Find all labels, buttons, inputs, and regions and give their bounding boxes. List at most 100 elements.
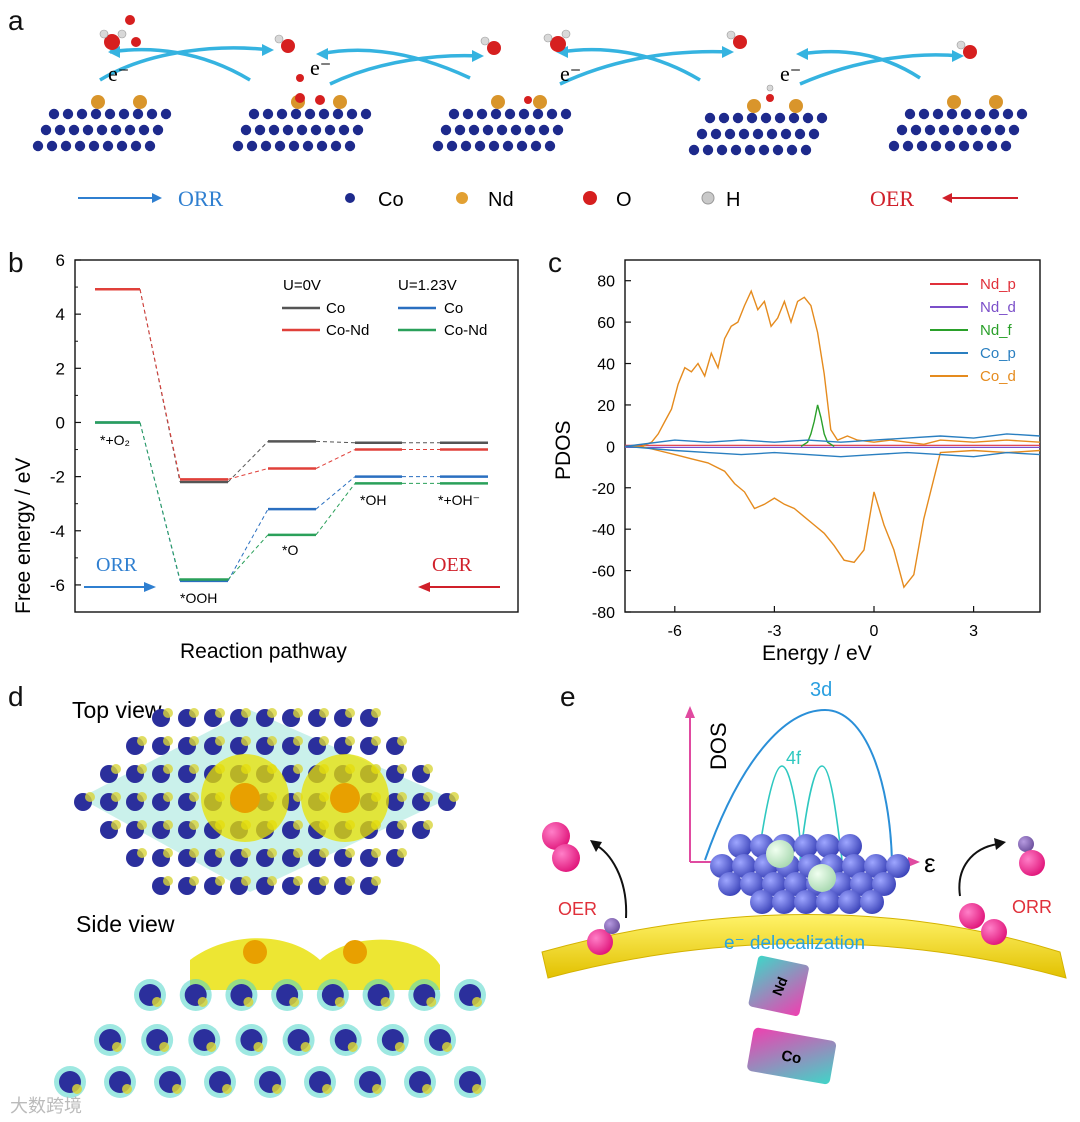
co-atom	[130, 140, 142, 152]
charge-lobe	[289, 997, 300, 1007]
co-atom	[432, 140, 444, 152]
nd-atom	[989, 95, 1003, 109]
co-atom	[918, 108, 930, 120]
co-atom	[746, 112, 758, 124]
co-atom	[60, 140, 72, 152]
co-atom	[62, 108, 74, 120]
o-legend-label: O	[616, 189, 632, 211]
charge-lobe	[159, 1042, 170, 1052]
charge-lobe	[189, 708, 199, 718]
nd-atom	[947, 95, 961, 109]
co-atom	[988, 108, 1000, 120]
nd-atom	[533, 95, 547, 109]
o-atom	[295, 93, 305, 103]
co-atom	[688, 144, 700, 156]
charge-lobe	[319, 736, 329, 746]
co-atom	[488, 140, 500, 152]
co-atom	[532, 108, 544, 120]
co-atom	[718, 872, 742, 896]
co-atom	[1002, 108, 1014, 120]
oer-oh-h-atom	[604, 918, 620, 934]
co-atom	[290, 108, 302, 120]
nd-atom-legend-icon	[456, 192, 468, 204]
charge-lobe	[197, 997, 208, 1007]
co-atom	[90, 108, 102, 120]
co-atom	[352, 124, 364, 136]
co-atom	[132, 108, 144, 120]
panel-a: a e⁻ e⁻ e⁻ e⁻ ORR Co Nd O H OER	[8, 5, 1028, 211]
charge-lobe	[345, 708, 355, 718]
charge-lobe	[137, 736, 147, 746]
co-atom	[1000, 140, 1012, 152]
co-atom	[710, 128, 722, 140]
co-atom	[324, 124, 336, 136]
oer-o-atom-1	[542, 822, 570, 850]
panel-e: e DOS ε 3d 4f e⁻ delocalization Nd Co OE…	[541, 679, 1067, 1085]
charge-lobe	[241, 736, 251, 746]
co-atom	[248, 108, 260, 120]
co-atom	[68, 124, 80, 136]
co-atom	[946, 108, 958, 120]
o-atom	[125, 15, 135, 25]
legend-label: Nd_p	[980, 276, 1016, 293]
co-atom	[88, 140, 100, 152]
panel-c: c 80 60 40 20 0 -20 -40 -60 -80 -6 -3 0 3 PDOS Energ…	[548, 247, 1041, 665]
h-atom	[543, 33, 553, 43]
co-atom	[960, 108, 972, 120]
reaction-arrowhead	[722, 46, 734, 58]
watermark: 大数跨境	[10, 1096, 82, 1116]
co-atom	[282, 124, 294, 136]
charge-lobe	[85, 792, 95, 802]
charge-lobe	[111, 792, 121, 802]
charge-lobe	[267, 736, 277, 746]
y-tick-label: 2	[56, 359, 65, 378]
connector-line	[139, 289, 181, 480]
co-atom	[530, 140, 542, 152]
nd-tile-label: Nd	[769, 975, 791, 998]
plot-frame	[624, 259, 1041, 613]
co-atom	[276, 108, 288, 120]
panel-a-slabs	[32, 74, 1028, 156]
orr-label: ORR	[1012, 897, 1052, 917]
h-atom	[117, 29, 127, 39]
reaction-arrow	[559, 47, 701, 82]
reaction-arrowhead	[108, 46, 120, 58]
charge-lobe	[345, 848, 355, 858]
co-atom	[766, 128, 778, 140]
co-atom	[958, 140, 970, 152]
co-atom	[54, 124, 66, 136]
panel-a-arrows	[99, 44, 964, 86]
co-atom	[972, 140, 984, 152]
orr-arrowhead	[152, 193, 162, 203]
co-atom	[732, 854, 756, 878]
annot-o: *O	[282, 542, 298, 558]
charge-lobe	[394, 1042, 405, 1052]
charge-lobe	[345, 876, 355, 886]
annot-orr-arrowhead	[144, 582, 156, 592]
co-atom	[794, 834, 818, 858]
legend-u123-title: U=1.23V	[398, 277, 457, 294]
co-atom	[738, 128, 750, 140]
co-atom	[872, 872, 896, 896]
charge-lobe	[293, 708, 303, 718]
co-atom	[246, 140, 258, 152]
charge-lobe	[172, 1084, 182, 1094]
charge-lobe	[397, 848, 407, 858]
charge-lobe	[371, 848, 381, 858]
charge-lobe	[215, 736, 225, 746]
co-atom	[740, 872, 764, 896]
charge-lobe	[423, 820, 433, 830]
band-3d	[704, 708, 893, 863]
co-atom	[138, 124, 150, 136]
side-charge-band	[190, 938, 440, 990]
co-atom	[910, 124, 922, 136]
co-atom	[842, 854, 866, 878]
charge-lobe	[293, 736, 303, 746]
co-atom	[816, 112, 828, 124]
charge-lobe	[319, 876, 329, 886]
band-4f-left	[757, 765, 803, 861]
co-atom	[446, 140, 458, 152]
annot-oer-arrowhead	[418, 582, 430, 592]
co-atom	[980, 124, 992, 136]
panel-d-letter: d	[8, 681, 24, 712]
